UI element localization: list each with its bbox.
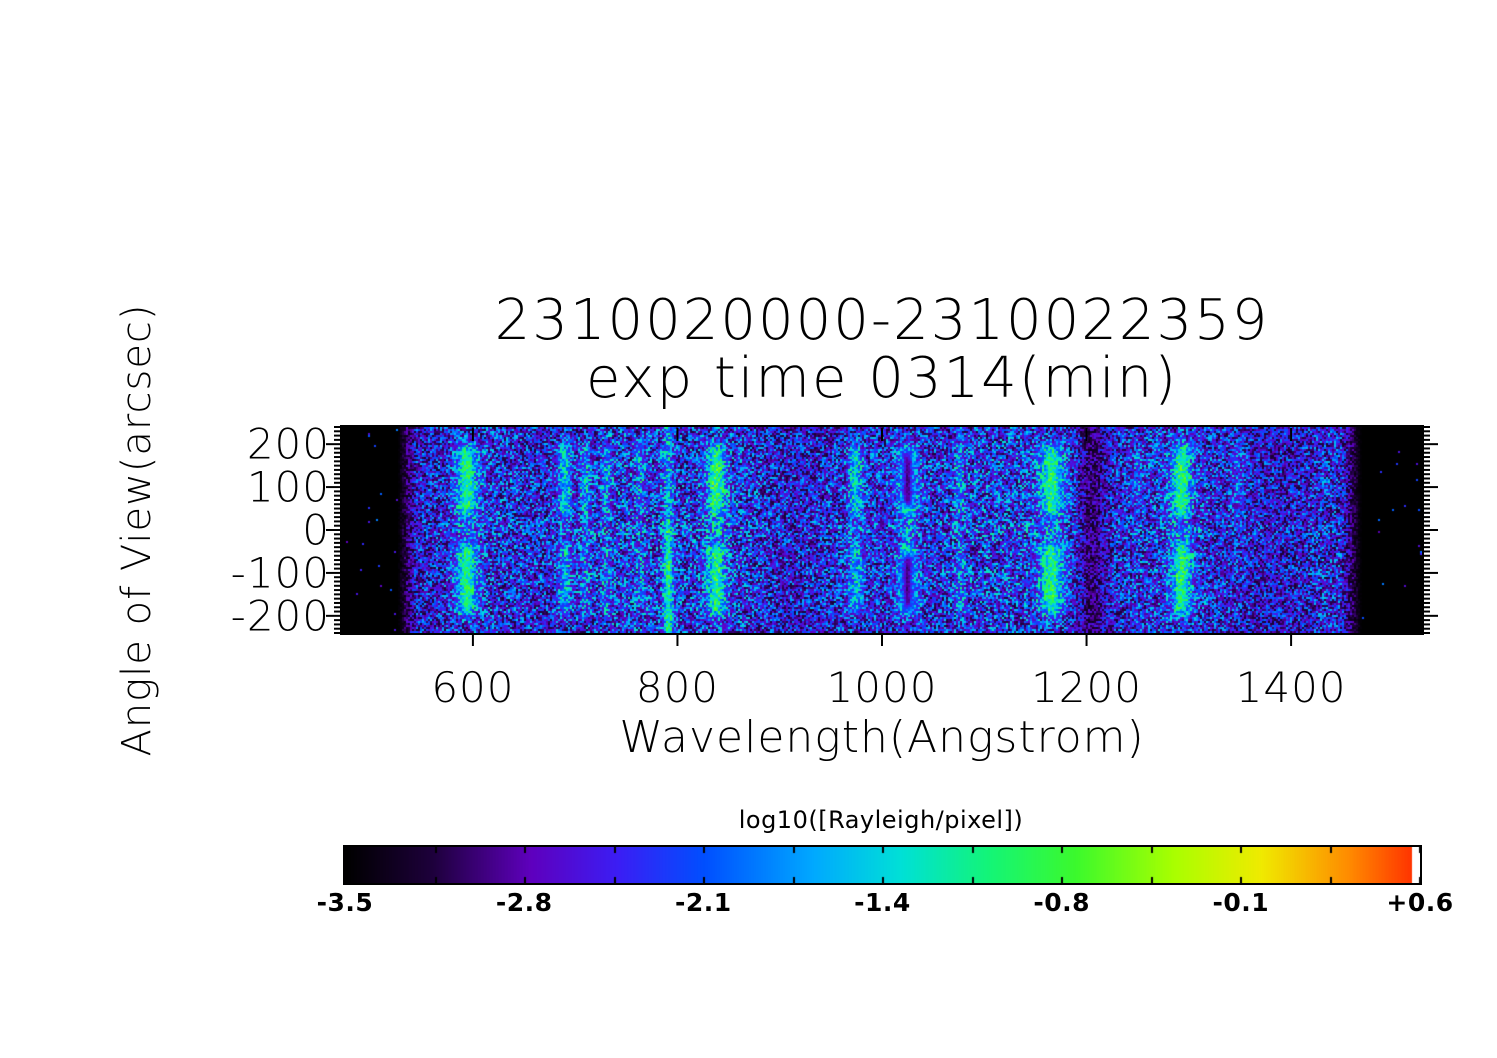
figure-title-line1: 2310020000-2310022359 — [494, 288, 1270, 353]
y-tick-label: -200 — [230, 591, 330, 641]
colorbar-tick-label: -2.8 — [495, 888, 553, 917]
x-tick-label: 800 — [635, 663, 720, 712]
colorbar-tick-label: -0.1 — [1212, 888, 1270, 917]
colorbar-tick-label: -2.1 — [674, 888, 732, 917]
x-tick-label: 1000 — [826, 663, 938, 712]
y-tick-label: 100 — [246, 462, 330, 512]
y-tick-label: -100 — [230, 548, 330, 598]
colorbar-tick-label: -0.8 — [1033, 888, 1090, 917]
y-axis-label: Angle of View(arcsec) — [114, 303, 160, 757]
x-tick-label: 1400 — [1235, 663, 1347, 712]
figure-title-line2: exp time 0314(min) — [585, 346, 1179, 411]
colorbar-tick-label: -3.5 — [316, 888, 374, 917]
colorbar-tick-label: -1.4 — [854, 888, 911, 917]
colorbar-canvas — [345, 847, 1420, 883]
spectrogram-canvas — [342, 427, 1422, 633]
x-tick-label: 1200 — [1031, 663, 1142, 712]
x-tick-label: 600 — [431, 663, 515, 712]
y-tick-label: 0 — [302, 505, 330, 555]
colorbar-tick-label: +0.6 — [1386, 888, 1454, 917]
y-tick-label: 200 — [246, 419, 330, 469]
x-axis-label: Wavelength(Angstrom) — [619, 712, 1145, 763]
plot-frame — [340, 425, 1424, 635]
colorbar-title: log10([Rayleigh/pixel]) — [738, 806, 1024, 834]
colorbar-frame — [343, 845, 1422, 885]
